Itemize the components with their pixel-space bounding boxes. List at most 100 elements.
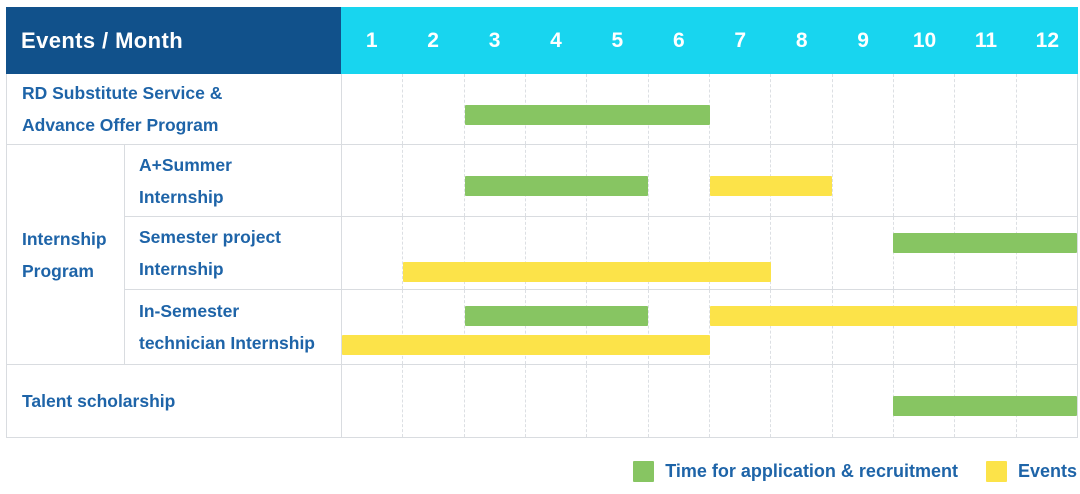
- month-column: [465, 290, 526, 364]
- month-column: [403, 145, 465, 216]
- month-column: [771, 217, 833, 289]
- month-column: [833, 290, 894, 364]
- event-bar: [709, 176, 832, 196]
- row-label-semester-project: Semester project Internship: [125, 217, 342, 289]
- month-column: [342, 290, 404, 364]
- month-column: [342, 74, 404, 144]
- month-label: 2: [427, 28, 439, 52]
- month-column: [403, 217, 465, 289]
- month-column: [342, 145, 404, 216]
- month-column: [955, 217, 1017, 289]
- yellow-swatch-icon: [985, 460, 1007, 482]
- month-column: [710, 290, 772, 364]
- month-column: [1017, 290, 1077, 364]
- month-column: [833, 74, 894, 144]
- application-bar: [893, 233, 1077, 253]
- month-column: [649, 145, 710, 216]
- month-label: 12: [1035, 28, 1060, 52]
- application-bar: [464, 105, 710, 125]
- month-column: [771, 145, 833, 216]
- legend-label-application: Time for application & recruitment: [665, 460, 958, 481]
- table-header: Events / Month 1 2 3 4 5 6 7 8 9 10 11 12: [6, 7, 1078, 74]
- row-a-plus-summer: A+Summer Internship: [125, 145, 1077, 217]
- month-label: 8: [795, 28, 808, 52]
- month-column: [955, 290, 1017, 364]
- event-bar: [709, 306, 1077, 326]
- month-column: [1017, 74, 1077, 144]
- month-column: [587, 290, 649, 364]
- month-label: 1: [365, 28, 378, 52]
- month-column: [771, 365, 833, 437]
- month-column: [587, 145, 649, 216]
- month-column: [771, 74, 833, 144]
- application-bar: [464, 306, 649, 326]
- month-column: [526, 290, 588, 364]
- row-label-rd-substitute: RD Substitute Service & Advance Offer Pr…: [7, 74, 342, 144]
- table-body: RD Substitute Service & Advance Offer Pr…: [6, 74, 1078, 438]
- month-label: 5: [611, 28, 624, 52]
- month-column: [587, 365, 649, 437]
- month-column: [526, 365, 588, 437]
- month-column: [342, 365, 404, 437]
- month-label: 3: [488, 28, 501, 52]
- timeline-grid-in-semester-technician: [342, 290, 1077, 364]
- legend-item-events: Events: [985, 460, 1077, 482]
- group-label-internship-program: Internship Program: [7, 145, 125, 364]
- month-label: 10: [912, 28, 937, 52]
- green-swatch-icon: [633, 460, 655, 482]
- row-group-internship-program: Internship Program A+Summer Internship S…: [7, 145, 1077, 365]
- month-label: 7: [734, 28, 747, 52]
- schedule-table: Events / Month 1 2 3 4 5 6 7 8 9 10 11 12 RD Substi…: [6, 7, 1078, 438]
- timeline-grid-rd-substitute: [342, 74, 1077, 144]
- month-column: [894, 145, 956, 216]
- month-column: [587, 217, 649, 289]
- month-column: [649, 217, 710, 289]
- timeline-grid-semester-project: [342, 217, 1077, 289]
- month-column: [403, 74, 465, 144]
- month-column: [894, 217, 956, 289]
- month-column: [710, 365, 772, 437]
- row-talent-scholarship: Talent scholarship: [7, 365, 1077, 437]
- month-column: [955, 145, 1017, 216]
- timeline-grid-a-plus-summer: [342, 145, 1077, 216]
- timeline-grid-talent-scholarship: [342, 365, 1077, 437]
- row-label-in-semester-technician: In-Semester technician Internship: [125, 290, 342, 364]
- month-column: [771, 290, 833, 364]
- month-label: 4: [550, 28, 562, 52]
- month-column: [894, 290, 956, 364]
- row-label-talent-scholarship: Talent scholarship: [7, 365, 342, 437]
- event-bar: [342, 335, 710, 355]
- month-label: 9: [857, 28, 869, 52]
- month-column: [465, 365, 526, 437]
- legend-item-application: Time for application & recruitment: [633, 460, 958, 482]
- application-bar: [893, 396, 1077, 416]
- row-label-a-plus-summer: A+Summer Internship: [125, 145, 342, 216]
- month-column: [710, 217, 772, 289]
- legend: Time for application & recruitment Event…: [633, 457, 1077, 485]
- header-events-month-cell: Events / Month: [6, 7, 341, 74]
- month-column: [833, 145, 894, 216]
- month-label: 11: [974, 28, 998, 52]
- month-column: [649, 365, 710, 437]
- application-bar: [464, 176, 649, 196]
- month-column: [403, 290, 465, 364]
- month-column: [1017, 217, 1077, 289]
- row-semester-project: Semester project Internship: [125, 217, 1077, 290]
- row-in-semester-technician: In-Semester technician Internship: [125, 290, 1077, 364]
- month-column: [710, 74, 772, 144]
- month-column: [649, 290, 710, 364]
- month-column: [955, 74, 1017, 144]
- month-column: [403, 365, 465, 437]
- row-rd-substitute: RD Substitute Service & Advance Offer Pr…: [7, 74, 1077, 145]
- month-column: [894, 74, 956, 144]
- month-header-row: 1 2 3 4 5 6 7 8 9 10 11 12: [341, 7, 1078, 74]
- month-label: 6: [672, 28, 685, 52]
- month-column: [465, 217, 526, 289]
- month-column: [833, 217, 894, 289]
- event-bar: [403, 262, 771, 282]
- month-column: [1017, 145, 1077, 216]
- month-column: [833, 365, 894, 437]
- legend-label-events: Events: [1017, 460, 1077, 481]
- month-column: [526, 217, 588, 289]
